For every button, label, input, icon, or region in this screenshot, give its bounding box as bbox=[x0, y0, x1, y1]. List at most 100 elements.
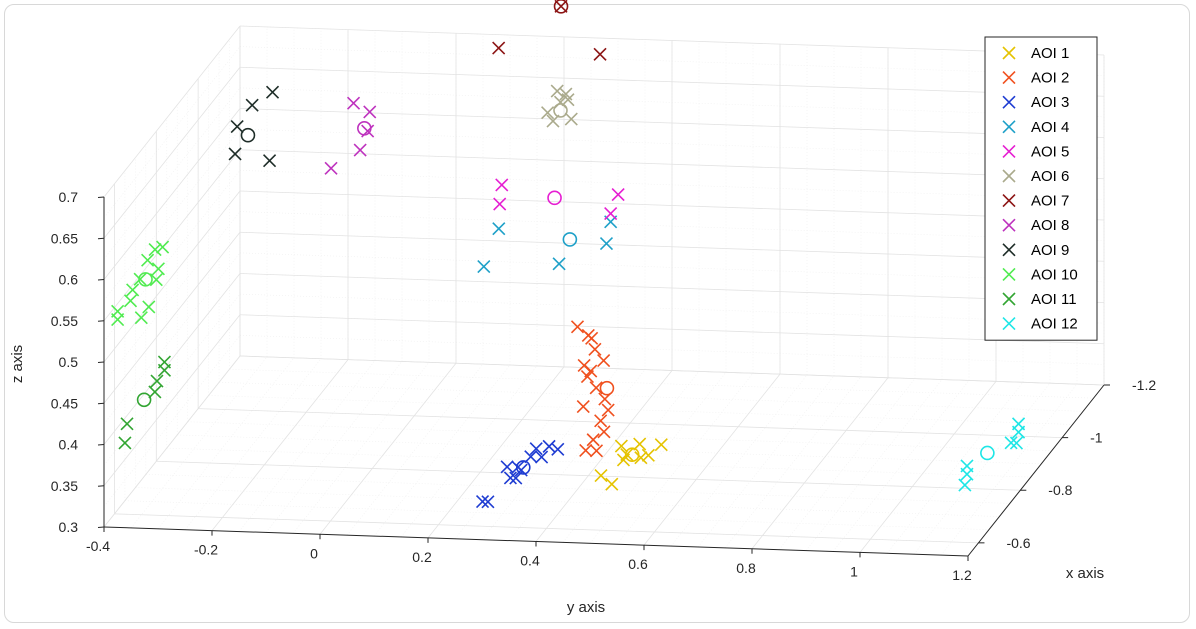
x-marker bbox=[157, 363, 172, 377]
x-marker bbox=[120, 417, 134, 431]
minor-grid-line bbox=[103, 293, 241, 466]
x-marker bbox=[654, 438, 668, 452]
minor-grid-line bbox=[157, 357, 295, 529]
legend-marker bbox=[1002, 71, 1016, 85]
grid-line bbox=[198, 408, 1063, 439]
legend-entry[interactable]: AOI 3 bbox=[1002, 94, 1069, 111]
minor-grid-line bbox=[103, 87, 241, 260]
series-11 bbox=[118, 355, 172, 450]
minor-grid-line bbox=[697, 375, 835, 548]
legend-entry[interactable]: AOI 2 bbox=[1002, 70, 1069, 87]
x-axis-line bbox=[967, 384, 1105, 557]
z-tick-mark bbox=[97, 402, 105, 405]
legend-entry[interactable]: AOI 12 bbox=[1002, 316, 1078, 333]
y-tick-label: -0.2 bbox=[194, 542, 218, 558]
x-marker bbox=[477, 259, 491, 274]
grid-line bbox=[211, 359, 349, 531]
legend-marker bbox=[1002, 120, 1016, 134]
legend[interactable]: AOI 1 AOI 2 AOI 3 AOI 4 AOI 5 AOI 6 AOI 7 AOI 8… bbox=[984, 36, 1098, 341]
x-marker bbox=[594, 469, 608, 483]
legend-entry[interactable]: AOI 4 bbox=[1002, 119, 1069, 136]
x-marker bbox=[605, 477, 619, 491]
x-marker bbox=[529, 442, 543, 456]
legend-entry[interactable]: AOI 10 bbox=[1002, 266, 1078, 283]
grid-line bbox=[103, 25, 241, 198]
z-tick-label: 0.4 bbox=[59, 437, 79, 453]
legend-entry[interactable]: AOI 6 bbox=[1002, 168, 1069, 185]
x-marker bbox=[535, 450, 549, 464]
z-tick-mark bbox=[97, 444, 105, 446]
legend-label: AOI 1 bbox=[1031, 45, 1069, 62]
legend-entry[interactable]: AOI 1 bbox=[1002, 45, 1069, 62]
series-1 bbox=[594, 437, 668, 491]
z-tick-mark bbox=[97, 361, 105, 363]
minor-grid-line bbox=[103, 211, 241, 383]
grid-line bbox=[239, 355, 1105, 386]
minor-grid-line bbox=[886, 382, 1024, 554]
x-marker bbox=[597, 354, 611, 368]
minor-grid-line bbox=[103, 335, 241, 507]
series-8 bbox=[324, 96, 377, 175]
grid-line bbox=[103, 273, 241, 445]
z-tick-label: 0.55 bbox=[51, 313, 78, 329]
minor-grid-line bbox=[724, 376, 862, 549]
x-marker bbox=[589, 381, 603, 395]
x-marker bbox=[503, 471, 517, 485]
x-marker bbox=[579, 443, 593, 458]
z-tick-label: 0.7 bbox=[59, 189, 79, 205]
x-marker bbox=[960, 467, 974, 481]
x-marker bbox=[492, 222, 506, 236]
x-axis-label: x axis bbox=[1066, 565, 1104, 582]
z-axis-label: z axis bbox=[9, 345, 26, 383]
series-10 bbox=[111, 240, 170, 327]
x-marker bbox=[589, 444, 604, 458]
grid-line bbox=[239, 25, 1105, 56]
z-tick-label: 0.5 bbox=[59, 354, 79, 370]
minor-grid-line bbox=[103, 46, 241, 218]
z-tick-mark bbox=[97, 196, 105, 198]
x-marker bbox=[552, 257, 566, 271]
centroid-marker bbox=[553, 0, 569, 14]
x-marker bbox=[599, 236, 614, 251]
x-tick-label: -1 bbox=[1090, 430, 1103, 446]
z-tick-label: 0.6 bbox=[59, 272, 79, 288]
x-marker bbox=[633, 437, 647, 451]
z-tick-mark bbox=[97, 320, 105, 322]
centroid-marker bbox=[240, 127, 256, 143]
y-tick-label: -0.4 bbox=[86, 538, 110, 554]
centroid-marker bbox=[624, 447, 640, 463]
minor-grid-line bbox=[103, 252, 241, 425]
grid-line bbox=[103, 149, 241, 321]
y-tick-label: 1.2 bbox=[952, 567, 972, 583]
grid-line bbox=[239, 149, 1105, 180]
series-7 bbox=[492, 0, 607, 61]
x-marker bbox=[324, 161, 338, 175]
minor-grid-line bbox=[130, 356, 268, 529]
legend-label: AOI 12 bbox=[1031, 316, 1078, 333]
x-marker bbox=[576, 400, 590, 414]
x-marker bbox=[475, 495, 490, 509]
y-tick-label: 0.4 bbox=[520, 553, 540, 569]
x-marker bbox=[123, 294, 138, 308]
centroid-marker bbox=[357, 120, 372, 136]
legend-entry[interactable]: AOI 9 bbox=[1002, 242, 1069, 259]
x-marker bbox=[570, 320, 585, 334]
legend-label: AOI 7 bbox=[1031, 193, 1069, 210]
minor-grid-line bbox=[940, 383, 1078, 556]
legend-entry[interactable]: AOI 8 bbox=[1002, 217, 1069, 234]
x-marker bbox=[586, 433, 600, 447]
centroid-marker bbox=[553, 103, 568, 118]
x-marker bbox=[141, 253, 155, 267]
series-12 bbox=[958, 417, 1026, 492]
legend-entry[interactable]: AOI 7 bbox=[1002, 193, 1069, 210]
y-tick-label: 1 bbox=[850, 563, 858, 579]
legend-entry[interactable]: AOI 5 bbox=[1002, 143, 1069, 160]
centroid-marker bbox=[547, 190, 562, 206]
legend-entry[interactable]: AOI 11 bbox=[1002, 291, 1077, 308]
grid-line bbox=[319, 363, 457, 535]
centroid-marker bbox=[599, 380, 615, 396]
legend-marker bbox=[1002, 95, 1016, 109]
x-marker bbox=[265, 85, 280, 99]
legend-marker bbox=[1002, 267, 1016, 281]
centroid-marker bbox=[138, 272, 153, 287]
